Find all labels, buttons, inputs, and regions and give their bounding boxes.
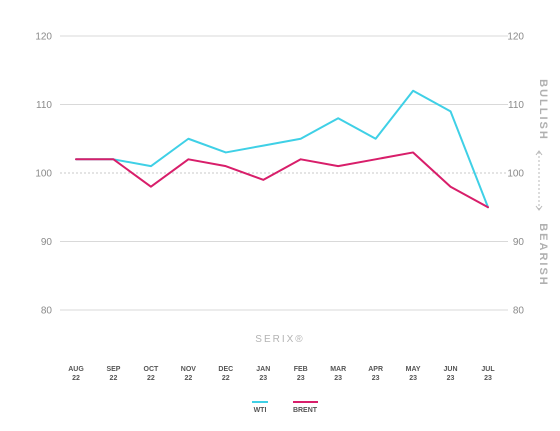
up-arrowhead <box>535 150 543 156</box>
x-tick-label-year: 22 <box>222 375 230 382</box>
x-tick-label-year: 23 <box>372 375 380 382</box>
x-tick-label-month: AUG <box>68 366 84 373</box>
x-tick-label-month: JAN <box>256 366 270 373</box>
x-tick-label-month: MAR <box>330 366 346 373</box>
x-tick-label-month: JUL <box>481 366 495 373</box>
y-tick-label-right: 120 <box>507 32 524 43</box>
x-tick-label-year: 23 <box>297 375 305 382</box>
y-tick-label-left: 110 <box>36 100 52 111</box>
x-tick-label-year: 23 <box>334 375 342 382</box>
x-tick-label-month: MAY <box>406 366 421 373</box>
x-tick-label-month: FEB <box>294 366 308 373</box>
y-tick-label-right: 100 <box>507 169 524 180</box>
serix-label: SERIX® <box>255 334 304 345</box>
x-tick-label-year: 23 <box>447 375 455 382</box>
x-tick-label-month: APR <box>368 366 383 373</box>
x-tick-label-month: DEC <box>218 366 233 373</box>
x-tick-label-month: SEP <box>106 366 120 373</box>
x-tick-label-year: 23 <box>409 375 417 382</box>
x-tick-label-year: 23 <box>259 375 267 382</box>
down-arrowhead <box>535 205 543 211</box>
legend-wti-label: WTI <box>254 407 267 414</box>
bearish-label: BEARISH <box>537 223 549 287</box>
y-tick-label-left: 100 <box>35 169 52 180</box>
y-tick-label-left: 80 <box>41 306 53 317</box>
x-tick-label-month: NOV <box>181 366 197 373</box>
wti-series-line <box>75 89 489 209</box>
y-tick-label-right: 80 <box>513 306 525 317</box>
x-tick-label-year: 23 <box>484 375 492 382</box>
y-tick-label-right: 90 <box>513 237 525 248</box>
x-tick-label-year: 22 <box>72 375 80 382</box>
brent-series-line <box>75 151 489 209</box>
y-tick-label-left: 120 <box>35 32 52 43</box>
x-tick-label-year: 22 <box>184 375 192 382</box>
y-tick-label-right: 110 <box>508 100 524 111</box>
x-tick-label-year: 22 <box>147 375 155 382</box>
x-tick-label-month: JUN <box>444 366 458 373</box>
bullish-label: BULLISH <box>537 79 549 141</box>
x-tick-label-year: 22 <box>110 375 118 382</box>
legend-brent-label: BRENT <box>293 407 318 414</box>
x-tick-label-month: OCT <box>144 366 160 373</box>
y-tick-label-left: 90 <box>41 237 53 248</box>
